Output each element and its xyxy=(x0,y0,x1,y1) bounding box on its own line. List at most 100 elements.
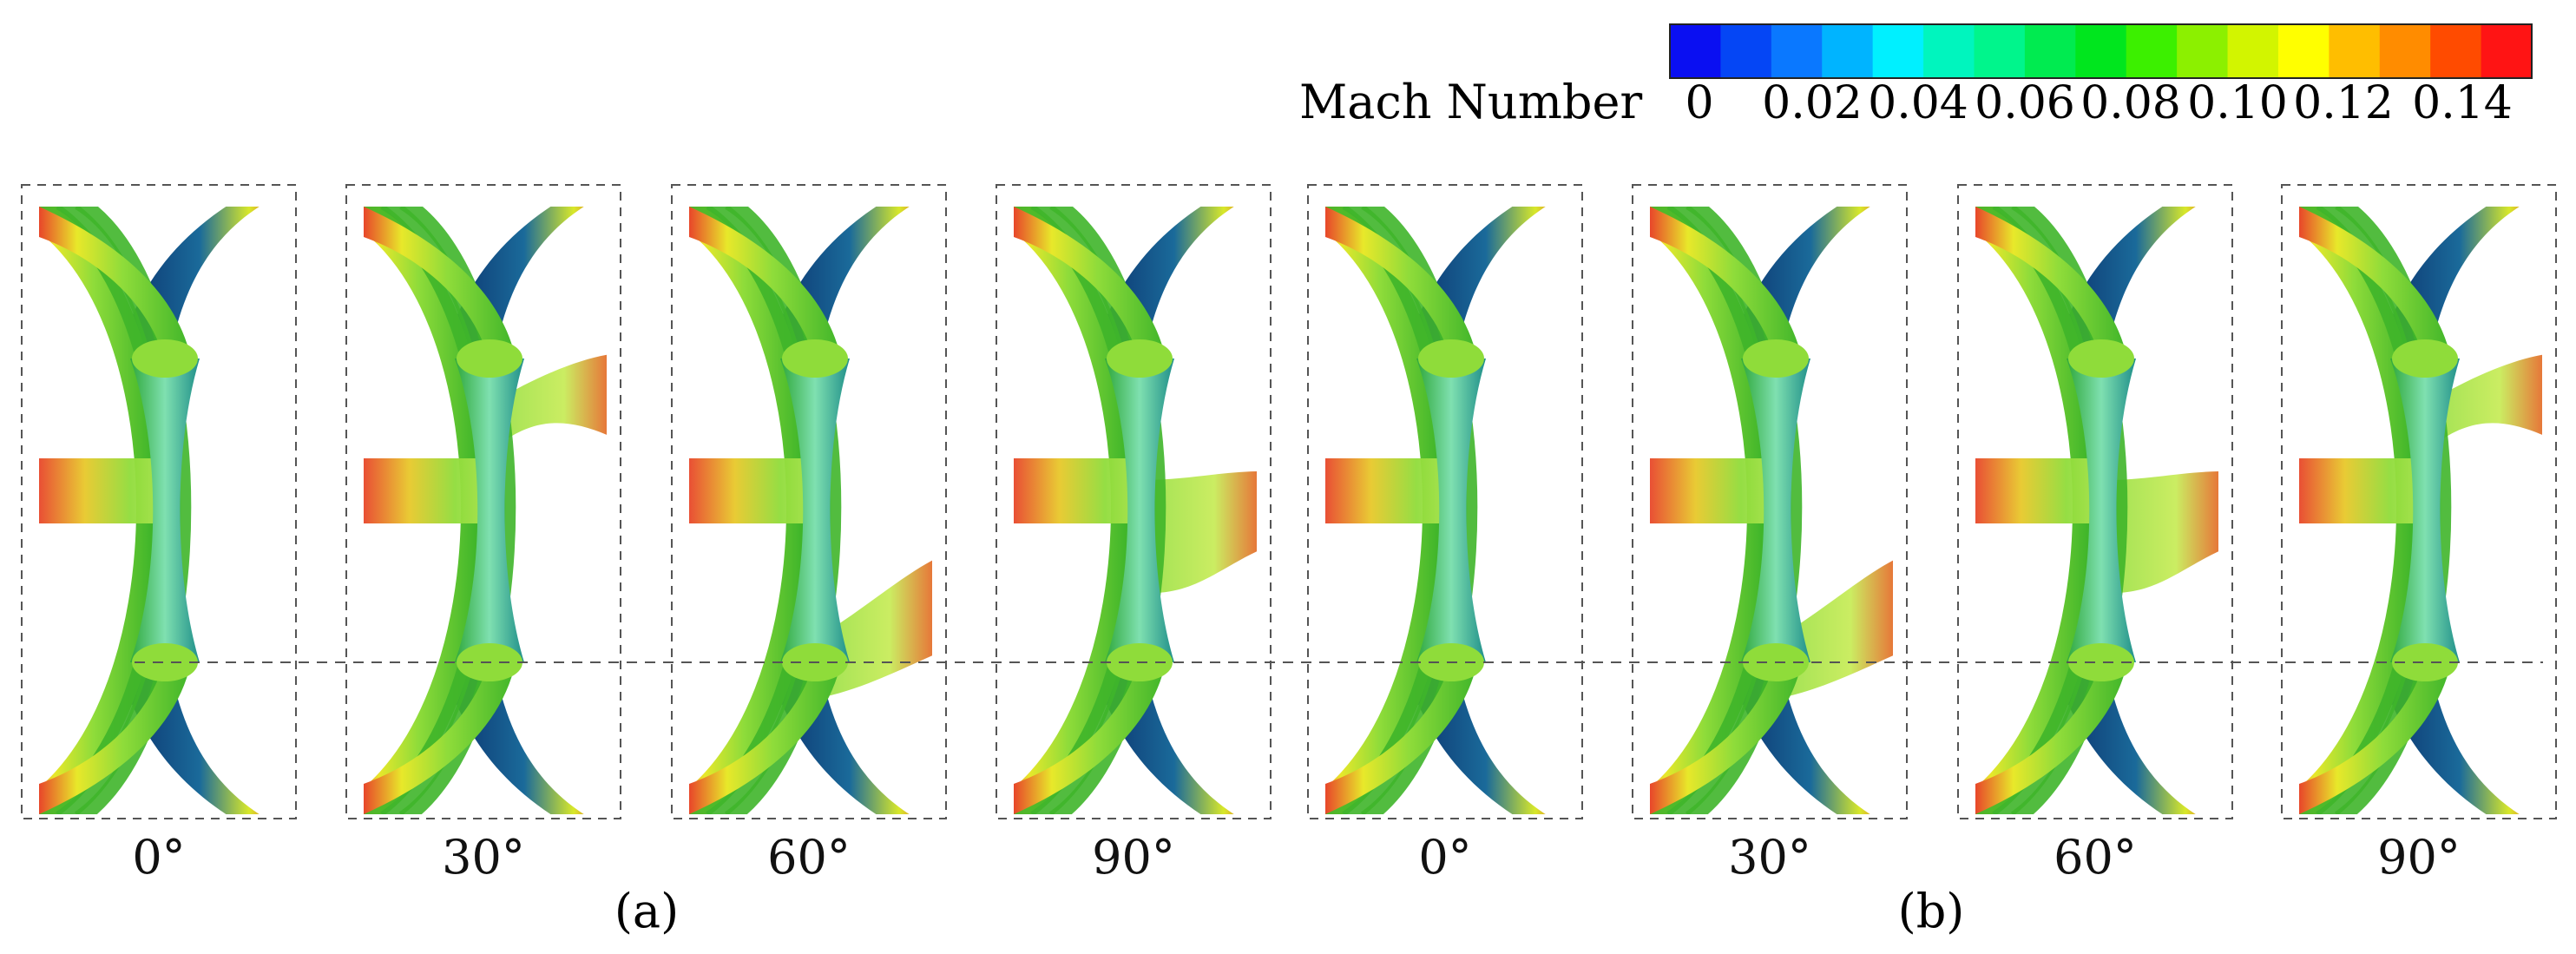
central-neck xyxy=(1741,359,1810,662)
colorbar-cell xyxy=(2430,24,2482,78)
panel-b-0deg: 0° xyxy=(1307,184,1583,885)
lower-left-band xyxy=(39,658,191,814)
hull-arc-band xyxy=(2010,207,2128,814)
upper-left-band xyxy=(1975,207,2127,363)
lower-left-band xyxy=(1650,658,1802,814)
upper-junction xyxy=(782,339,848,378)
group-label-b: (b) xyxy=(1898,884,1965,938)
panel-b-30deg: 30° xyxy=(1632,184,1908,885)
colorbar-frame xyxy=(1669,23,2533,79)
upper-left-band xyxy=(2299,207,2451,363)
hull-arc-band xyxy=(1048,207,1166,814)
angle-label: 60° xyxy=(2054,830,2137,885)
wake-region xyxy=(494,354,607,445)
colorbar-tick-label: 0.06 xyxy=(1975,77,2075,129)
angle-label: 90° xyxy=(1092,830,1175,885)
upper-left-band xyxy=(689,207,841,363)
upper-left-band xyxy=(1325,207,1477,363)
colorbar-cell xyxy=(2024,24,2076,78)
colorbar-cells xyxy=(1669,23,2533,79)
panel-a-60deg: 60° xyxy=(671,184,947,885)
colorbar-tick-label: 0.10 xyxy=(2187,77,2288,129)
central-neck xyxy=(130,359,200,662)
mid-jet xyxy=(1014,458,1144,523)
colorbar-cell xyxy=(2075,24,2127,78)
colorbar-cell xyxy=(1974,24,2026,78)
central-neck xyxy=(1416,359,1486,662)
colorbar-cell xyxy=(2126,24,2178,78)
upper-junction xyxy=(457,339,522,378)
colorbar-tick-label: 0.04 xyxy=(1868,77,1968,129)
lower-left-band xyxy=(1325,658,1477,814)
upper-junction xyxy=(1418,339,1484,378)
angle-label: 30° xyxy=(1728,830,1811,885)
lower-junction xyxy=(2068,643,2134,681)
hull-arc-band xyxy=(398,207,516,814)
mid-jet xyxy=(1650,458,1780,523)
hull-arc-band xyxy=(724,207,842,814)
wake-region xyxy=(1144,471,1257,593)
mid-jet xyxy=(689,458,819,523)
colorbar-tick-label: 0.08 xyxy=(2080,77,2181,129)
hull-arc-band xyxy=(1685,207,1803,814)
angle-label: 90° xyxy=(2377,830,2461,885)
upper-junction xyxy=(2392,339,2458,378)
upper-left-band xyxy=(364,207,516,363)
lower-left-band xyxy=(1975,658,2127,814)
mid-jet xyxy=(1325,458,1456,523)
colorbar-cell xyxy=(2177,24,2229,78)
hull-arc-band xyxy=(1360,207,1478,814)
panel-a-90deg: 90° xyxy=(996,184,1272,885)
upper-junction xyxy=(132,339,198,378)
colorbar-cell xyxy=(1923,24,1975,78)
colorbar-tick-label: 0.12 xyxy=(2293,77,2394,129)
central-neck xyxy=(2067,359,2136,662)
central-neck xyxy=(2390,359,2460,662)
wake-region xyxy=(2429,354,2542,445)
hull-arc-band xyxy=(2334,207,2452,814)
group-label-a: (a) xyxy=(614,884,679,938)
angle-label: 30° xyxy=(442,830,525,885)
wake-region xyxy=(2106,471,2218,593)
colorbar-cell xyxy=(2277,24,2330,78)
panel-b-60deg: 60° xyxy=(1957,184,2233,885)
colorbar-tick-labels: 0 0.02 0.04 0.06 0.08 0.10 0.12 0.14 xyxy=(1685,77,2512,129)
colorbar-cell xyxy=(2481,24,2533,78)
upper-junction xyxy=(2068,339,2134,378)
colorbar-cell xyxy=(1670,24,1721,78)
mid-jet xyxy=(39,458,169,523)
panel-a-0deg: 0° xyxy=(21,184,297,885)
angle-label: 0° xyxy=(132,830,185,885)
angle-label: 0° xyxy=(1418,830,1471,885)
colorbar-title: Mach Number xyxy=(1299,75,1642,129)
colorbar-cell xyxy=(1872,24,1924,78)
panel-a-30deg: 30° xyxy=(345,184,621,885)
hull-arc-band xyxy=(74,207,192,814)
colorbar-cell xyxy=(1720,24,1772,78)
lower-junction xyxy=(2392,643,2458,681)
upper-left-band xyxy=(1014,207,1166,363)
lower-left-band xyxy=(689,658,841,814)
colorbar-tick-label: 0.02 xyxy=(1762,77,1863,129)
lower-left-band xyxy=(1014,658,1166,814)
lower-left-band xyxy=(364,658,516,814)
colorbar-cell xyxy=(1822,24,1874,78)
central-neck xyxy=(1105,359,1174,662)
lower-left-band xyxy=(2299,658,2451,814)
mid-jet xyxy=(2299,458,2429,523)
colorbar-cell xyxy=(2379,24,2431,78)
mid-jet xyxy=(1975,458,2106,523)
colorbar-tick-label: 0.14 xyxy=(2412,77,2513,129)
upper-junction xyxy=(1107,339,1173,378)
mach-surface-panels: 0° 30° 60° 90° 0° 30° 60° 90° xyxy=(21,184,2557,885)
colorbar-cell xyxy=(2227,24,2279,78)
lower-junction xyxy=(132,643,198,681)
angle-label: 60° xyxy=(767,830,851,885)
mach-number-colorbar: Mach Number 0 0.02 0.04 0.06 0.08 0.10 0.12 0.1… xyxy=(1299,23,2533,129)
colorbar-cell xyxy=(2329,24,2381,78)
upper-left-band xyxy=(1650,207,1802,363)
colorbar-tick-label: 0 xyxy=(1685,77,1713,129)
central-neck xyxy=(780,359,850,662)
upper-left-band xyxy=(39,207,191,363)
